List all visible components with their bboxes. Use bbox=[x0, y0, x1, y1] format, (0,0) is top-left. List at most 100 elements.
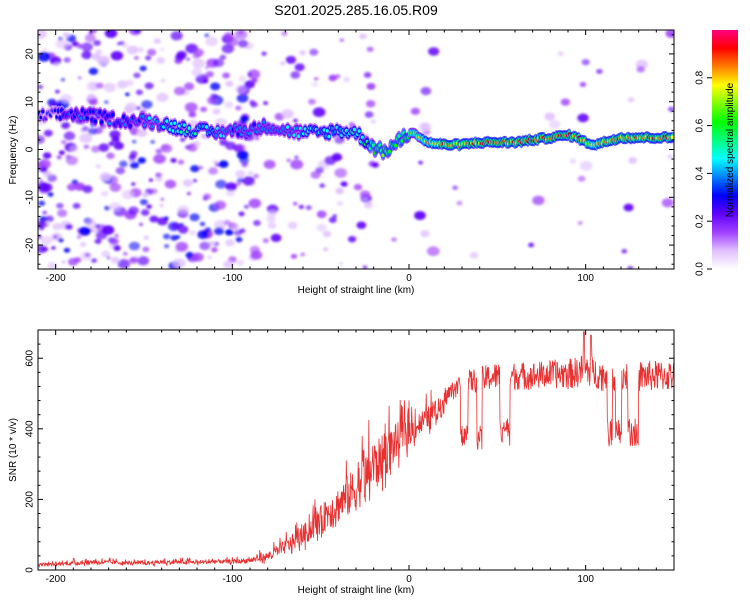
spectrogram-ridge-core bbox=[394, 143, 398, 148]
spectrogram-ridge-core bbox=[85, 116, 89, 120]
spectrogram-noise-blob bbox=[38, 135, 45, 145]
spectrogram-noise-blob bbox=[343, 76, 350, 82]
spectrogram-noise-blob bbox=[95, 82, 104, 89]
spectrogram-noise-blob bbox=[172, 258, 186, 269]
spectrogram-noise-blob bbox=[150, 140, 156, 144]
spectrogram-noise-blob bbox=[391, 237, 397, 242]
spectrogram-noise-blob bbox=[311, 82, 319, 87]
spectrogram-noise-blob bbox=[69, 145, 79, 153]
spectrogram-ridge-core bbox=[204, 125, 209, 129]
spectrogram-x-tick-label: -200 bbox=[46, 273, 66, 284]
snr-x-tick-label: -100 bbox=[222, 574, 242, 585]
spectrogram-noise-blob bbox=[110, 256, 120, 264]
spectrogram-noise-blob bbox=[211, 247, 218, 253]
snr-x-tick-label: 0 bbox=[406, 574, 412, 585]
spectrogram-noise-blob bbox=[175, 235, 181, 239]
spectrogram-noise-blob bbox=[133, 56, 139, 60]
spectrogram-noise-blob bbox=[43, 129, 53, 137]
spectrogram-noise-blob bbox=[42, 47, 47, 51]
spectrogram-noise-blob bbox=[191, 252, 204, 262]
spectrogram-noise-blob bbox=[290, 253, 298, 259]
spectrogram-noise-blob bbox=[131, 139, 137, 144]
spectrogram-ridge-core bbox=[179, 130, 183, 134]
spectrogram-noise-blob bbox=[42, 152, 52, 159]
spectrogram-ridge-core bbox=[111, 112, 115, 117]
spectrogram-noise-blob bbox=[91, 145, 101, 153]
spectrogram-noise-blob bbox=[153, 38, 161, 44]
spectrogram-noise-blob bbox=[569, 158, 577, 164]
spectrogram-noise-blob bbox=[56, 155, 62, 160]
spectrogram-noise-blob bbox=[103, 100, 109, 104]
spectrogram-noise-blob bbox=[319, 183, 326, 188]
spectrogram-noise-blob bbox=[159, 47, 165, 51]
spectrogram-noise-blob bbox=[426, 246, 440, 257]
spectrogram-noise-blob bbox=[88, 98, 98, 106]
spectrogram-noise-blob bbox=[62, 32, 70, 38]
spectrogram-noise-blob bbox=[116, 80, 128, 89]
spectrogram-noise-blob bbox=[176, 50, 187, 59]
spectrogram-noise-blob bbox=[117, 258, 131, 269]
spectrogram-noise-blob bbox=[243, 204, 250, 209]
spectrogram-noise-blob bbox=[300, 252, 306, 257]
spectrogram-noise-blob bbox=[316, 223, 327, 232]
spectrogram-noise-blob bbox=[340, 181, 348, 187]
spectrogram-noise-blob bbox=[410, 107, 420, 115]
spectrogram-noise-blob bbox=[150, 188, 158, 195]
spectrogram-noise-blob bbox=[81, 42, 93, 52]
spectrogram-noise-blob bbox=[285, 55, 297, 64]
spectrogram-noise-blob bbox=[370, 119, 377, 124]
spectrogram-ridge-core bbox=[252, 122, 256, 127]
spectrogram-noise-blob bbox=[247, 72, 253, 77]
spectrogram-noise-blob bbox=[627, 97, 635, 103]
spectrogram-noise-blob bbox=[336, 200, 344, 207]
spectrogram-noise-blob bbox=[205, 71, 214, 78]
spectrogram-noise-blob bbox=[238, 211, 245, 217]
spectrogram-ridge-core bbox=[155, 119, 159, 124]
snr-x-tick-label: 100 bbox=[577, 574, 594, 585]
spectrogram-noise-blob bbox=[173, 86, 186, 96]
spectrogram-noise-blob bbox=[189, 230, 197, 236]
spectrogram-ridge-core bbox=[292, 133, 296, 137]
spectrogram-noise-blob bbox=[125, 102, 138, 112]
spectrogram-noise-blob bbox=[38, 85, 43, 89]
spectrogram-noise-blob bbox=[418, 160, 423, 165]
spectrogram-noise-blob bbox=[363, 72, 372, 78]
spectrogram-noise-blob bbox=[199, 241, 211, 251]
spectrogram-noise-blob bbox=[91, 258, 97, 263]
spectrogram-ridge-core bbox=[100, 120, 104, 124]
spectrogram-noise-blob bbox=[314, 77, 319, 81]
spectrogram-noise-blob bbox=[233, 229, 243, 236]
spectrogram-noise-blob bbox=[117, 42, 122, 46]
spectrogram-noise-blob bbox=[237, 177, 244, 183]
spectrogram-noise-blob bbox=[91, 53, 101, 61]
spectrogram-noise-blob bbox=[235, 169, 246, 178]
spectrogram-noise-blob bbox=[122, 43, 128, 48]
spectrogram-noise-blob bbox=[60, 94, 73, 104]
spectrogram-noise-blob bbox=[225, 182, 237, 191]
spectrogram-noise-blob bbox=[181, 214, 186, 218]
spectrogram-noise-blob bbox=[627, 265, 634, 269]
snr-y-tick-label: 0 bbox=[25, 567, 36, 573]
spectrogram-noise-blob bbox=[299, 50, 307, 56]
spectrogram-noise-blob bbox=[577, 221, 583, 225]
spectrogram-noise-blob bbox=[171, 222, 181, 230]
spectrogram-noise-blob bbox=[362, 265, 368, 269]
spectrogram-noise-blob bbox=[305, 205, 312, 211]
spectrogram-noise-blob bbox=[110, 50, 124, 61]
spectrogram-noise-blob bbox=[199, 221, 206, 227]
spectrogram-noise-blob bbox=[63, 57, 71, 63]
spectrogram-noise-blob bbox=[225, 189, 235, 197]
spectrogram-noise-blob bbox=[324, 155, 337, 166]
spectrogram-ridge-layer bbox=[38, 104, 674, 161]
spectrogram-noise-blob bbox=[334, 167, 348, 178]
spectrogram-noise-blob bbox=[628, 157, 638, 164]
spectrogram-noise-blob bbox=[40, 235, 53, 246]
spectrogram-ridge-core bbox=[357, 129, 361, 133]
spectrogram-noise-blob bbox=[190, 165, 200, 173]
spectrogram-ridge-core bbox=[670, 135, 674, 139]
spectrogram-noise-blob bbox=[72, 202, 81, 209]
spectrogram-noise-blob bbox=[469, 251, 479, 259]
spectrogram-noise-blob bbox=[266, 215, 276, 223]
spectrogram-noise-blob bbox=[47, 192, 54, 197]
